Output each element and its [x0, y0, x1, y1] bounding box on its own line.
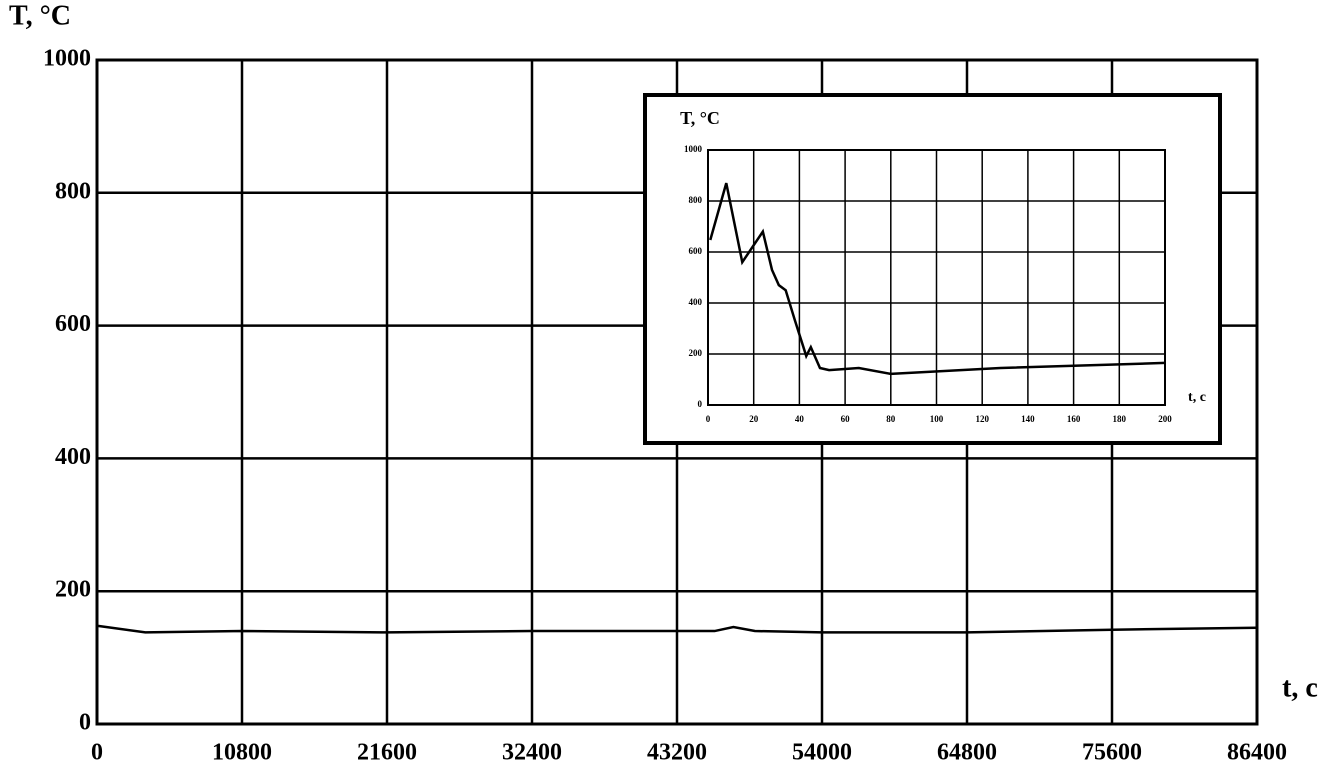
x-tick-label: 0 — [706, 414, 711, 424]
y-tick-label: 200 — [55, 577, 91, 603]
x-tick-label: 21600 — [357, 740, 417, 766]
y-tick-label: 400 — [689, 297, 703, 307]
x-tick-label: 40 — [795, 414, 805, 424]
x-tick-label: 120 — [975, 414, 989, 424]
y-tick-label: 600 — [55, 311, 91, 337]
y-tick-label: 800 — [689, 195, 703, 205]
x-tick-label: 200 — [1158, 414, 1172, 424]
data-line — [96, 624, 1258, 634]
x-tick-label: 140 — [1021, 414, 1035, 424]
x-tick-label: 20 — [749, 414, 759, 424]
y-axis-label: T, °C — [680, 108, 720, 128]
x-tick-label: 43200 — [647, 740, 707, 766]
y-tick-label: 0 — [698, 399, 703, 409]
data-line — [709, 182, 1166, 376]
x-tick-label: 10800 — [212, 740, 272, 766]
y-tick-label: 800 — [55, 178, 91, 204]
inset-frame — [643, 93, 1222, 445]
y-tick-label: 600 — [689, 246, 703, 256]
x-tick-label: 100 — [930, 414, 944, 424]
x-axis-label: t, c — [1188, 390, 1206, 405]
y-axis-label: T, °C — [9, 0, 71, 31]
y-tick-label: 1000 — [43, 46, 91, 72]
x-tick-label: 180 — [1113, 414, 1127, 424]
x-tick-label: 160 — [1067, 414, 1081, 424]
x-tick-label: 64800 — [937, 740, 997, 766]
x-tick-label: 0 — [91, 740, 103, 766]
x-tick-label: 75600 — [1082, 740, 1142, 766]
plot-frame — [707, 149, 1166, 406]
x-tick-label: 32400 — [502, 740, 562, 766]
x-tick-label: 60 — [841, 414, 851, 424]
x-axis-label: t, c — [1282, 672, 1318, 703]
x-tick-label: 80 — [886, 414, 896, 424]
x-tick-label: 86400 — [1227, 740, 1287, 766]
y-tick-label: 400 — [55, 444, 91, 470]
plot-frame — [95, 58, 1259, 726]
y-tick-label: 0 — [79, 710, 91, 736]
y-tick-label: 200 — [689, 348, 703, 358]
y-tick-label: 1000 — [684, 144, 703, 154]
x-tick-label: 54000 — [792, 740, 852, 766]
